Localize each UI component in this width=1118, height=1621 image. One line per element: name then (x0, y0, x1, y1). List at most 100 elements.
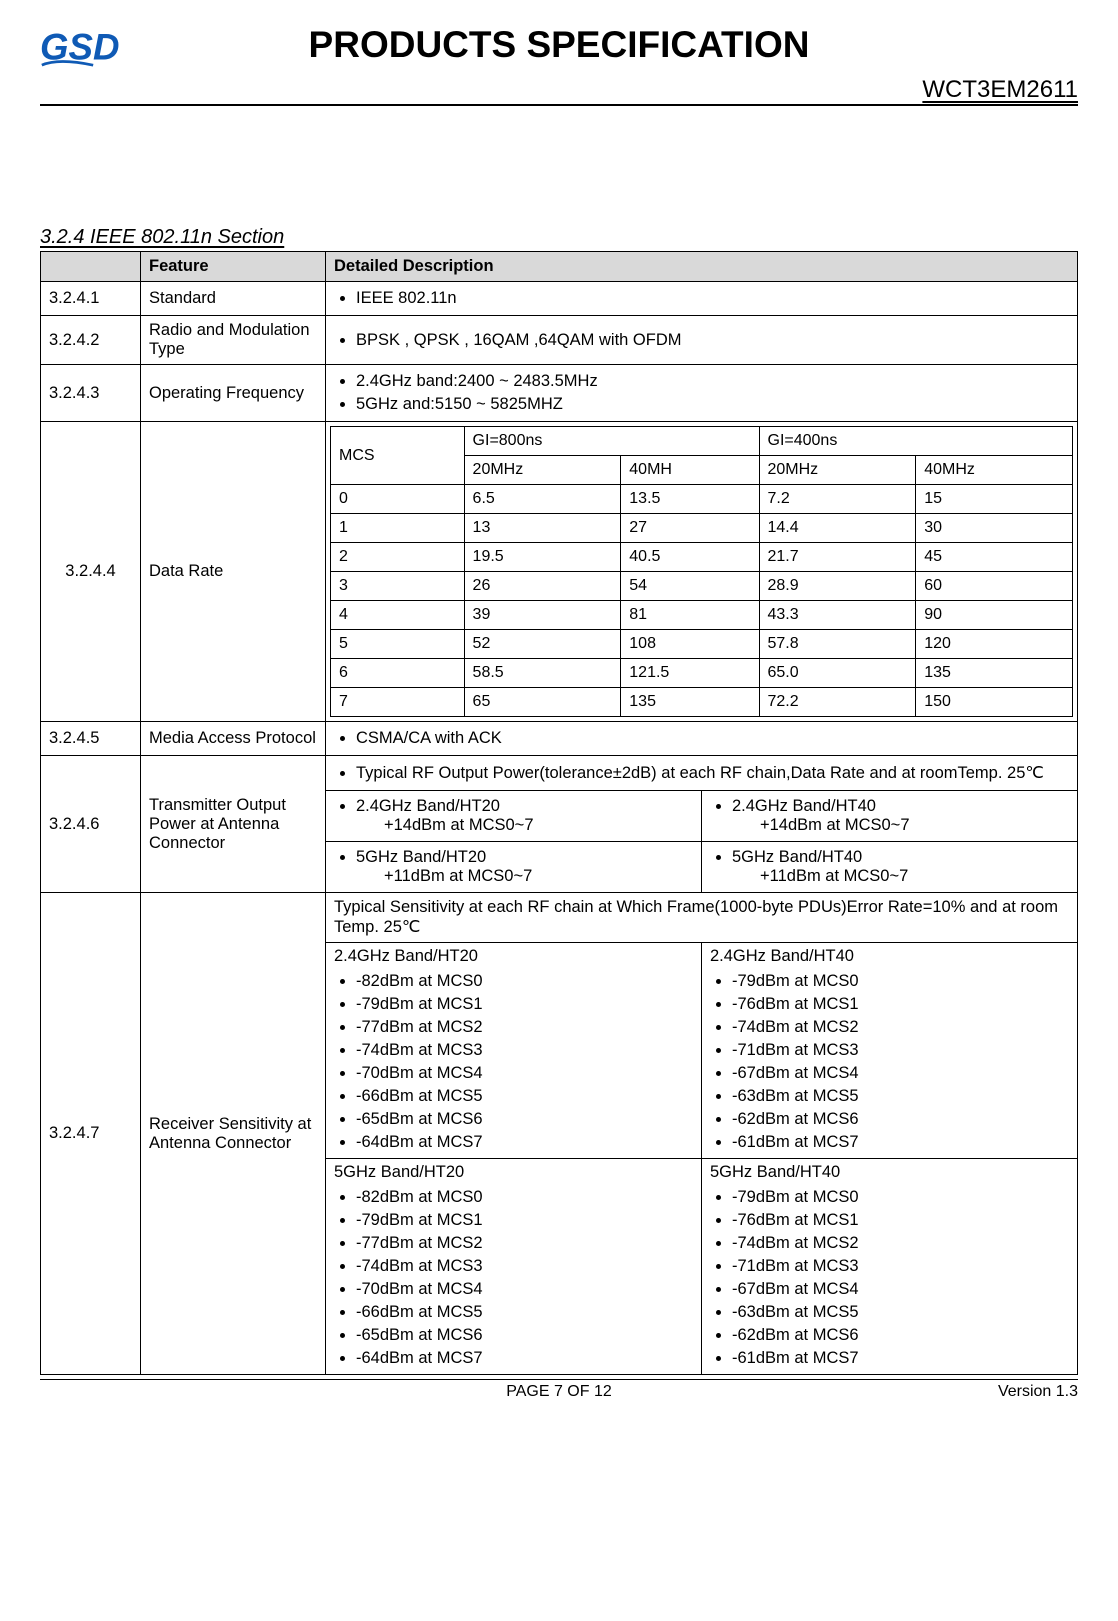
cell-desc: 5GHz Band/HT20 -82dBm at MCS0 -79dBm at M… (326, 1159, 1078, 1375)
cell-desc: 2.4GHz Band/HT20 -82dBm at MCS0-79dBm at… (326, 943, 1078, 1159)
col-number (41, 252, 141, 282)
sensitivity-item: -77dBm at MCS2 (356, 1016, 693, 1039)
page-number: PAGE 7 OF 12 (190, 1383, 928, 1401)
sensitivity-item: -77dBm at MCS2 (356, 1232, 693, 1255)
datarate-row: 1132714.430 (331, 514, 1073, 543)
sensitivity-item: -63dBm at MCS5 (732, 1301, 1069, 1324)
col-20mhz: 20MHz (464, 456, 621, 485)
mcs-header: MCS (331, 427, 465, 485)
model-number: WCT3EM2611 (40, 76, 1078, 104)
sensitivity-item: -74dBm at MCS3 (356, 1255, 693, 1278)
bullet: IEEE 802.11n (356, 287, 1069, 310)
datarate-cell: 43.3 (759, 601, 916, 630)
bullet: 2.4GHz Band/HT20 +14dBm at MCS0~7 (356, 795, 693, 837)
cell-desc: 5GHz Band/HT20 +11dBm at MCS0~7 5GHz Ban… (326, 842, 1078, 893)
header: GSD PRODUCTS SPECIFICATION (40, 20, 1078, 70)
datarate-cell: 120 (916, 630, 1073, 659)
datarate-cell: 121.5 (621, 659, 759, 688)
sensitivity-item: -61dBm at MCS7 (732, 1347, 1069, 1370)
sensitivity-item: -62dBm at MCS6 (732, 1324, 1069, 1347)
row-tx-top: 3.2.4.6 Transmitter Output Power at Ante… (41, 756, 1078, 791)
datarate-row: 06.513.57.215 (331, 485, 1073, 514)
sensitivity-item: -70dBm at MCS4 (356, 1278, 693, 1301)
rx-band: 5GHz Band/HT20 (334, 1163, 693, 1182)
cell-num: 3.2.4.6 (41, 756, 141, 893)
datarate-cell: 30 (916, 514, 1073, 543)
datarate-row: 55210857.8120 (331, 630, 1073, 659)
datarate-cell: 108 (621, 630, 759, 659)
sensitivity-item: -71dBm at MCS3 (732, 1255, 1069, 1278)
rx-band: 2.4GHz Band/HT40 (710, 947, 1069, 966)
datarate-cell: 13.5 (621, 485, 759, 514)
cell-num: 3.2.4.5 (41, 722, 141, 756)
sensitivity-item: -76dBm at MCS1 (732, 1209, 1069, 1232)
datarate-cell: 135 (621, 688, 759, 717)
datarate-cell: 3 (331, 572, 465, 601)
row-data-rate: 3.2.4.4 Data Rate MCS GI=800ns GI=400ns … (41, 422, 1078, 722)
bullet: Typical RF Output Power(tolerance±2dB) a… (356, 761, 1069, 785)
cell-feature: Radio and Modulation Type (141, 316, 326, 365)
col-20mhz: 20MHz (759, 456, 916, 485)
tx-value: +14dBm at MCS0~7 (356, 816, 534, 834)
datarate-row: 658.5121.565.0135 (331, 659, 1073, 688)
cell-feature: Operating Frequency (141, 365, 326, 422)
cell-desc: MCS GI=800ns GI=400ns 20MHz 40MH 20MHz 4… (326, 422, 1078, 722)
cell-num: 3.2.4.1 (41, 282, 141, 316)
sensitivity-item: -61dBm at MCS7 (732, 1131, 1069, 1154)
tx-band: 2.4GHz Band/HT40 (732, 797, 876, 815)
sensitivity-item: -76dBm at MCS1 (732, 993, 1069, 1016)
datarate-cell: 65.0 (759, 659, 916, 688)
datarate-cell: 7.2 (759, 485, 916, 514)
datarate-row: 4398143.390 (331, 601, 1073, 630)
datarate-row: 219.540.521.745 (331, 543, 1073, 572)
sensitivity-item: -64dBm at MCS7 (356, 1131, 693, 1154)
datarate-cell: 57.8 (759, 630, 916, 659)
sensitivity-item: -74dBm at MCS3 (356, 1039, 693, 1062)
datarate-cell: 58.5 (464, 659, 621, 688)
datarate-cell: 39 (464, 601, 621, 630)
tx-value: +14dBm at MCS0~7 (732, 816, 910, 834)
datarate-cell: 40.5 (621, 543, 759, 572)
row-rx-top: 3.2.4.7 Receiver Sensitivity at Antenna … (41, 893, 1078, 943)
gi800-header: GI=800ns (464, 427, 759, 456)
datarate-cell: 7 (331, 688, 465, 717)
sensitivity-item: -67dBm at MCS4 (732, 1062, 1069, 1085)
cell-num: 3.2.4.7 (41, 893, 141, 1375)
bullet: 2.4GHz Band/HT40 +14dBm at MCS0~7 (732, 795, 1069, 837)
cell-desc: 2.4GHz Band/HT20 +14dBm at MCS0~7 2.4GHz… (326, 791, 1078, 842)
datarate-cell: 54 (621, 572, 759, 601)
page-title: PRODUCTS SPECIFICATION (150, 24, 968, 66)
sensitivity-item: -79dBm at MCS0 (732, 1186, 1069, 1209)
sensitivity-item: -79dBm at MCS1 (356, 993, 693, 1016)
datarate-cell: 90 (916, 601, 1073, 630)
gi400-header: GI=400ns (759, 427, 1073, 456)
row-radio-modulation: 3.2.4.2 Radio and Modulation Type BPSK ,… (41, 316, 1078, 365)
datarate-cell: 1 (331, 514, 465, 543)
bullet: CSMA/CA with ACK (356, 727, 1069, 750)
sensitivity-item: -63dBm at MCS5 (732, 1085, 1069, 1108)
sensitivity-item: -67dBm at MCS4 (732, 1278, 1069, 1301)
rx-band: 2.4GHz Band/HT20 (334, 947, 693, 966)
cell-feature: Data Rate (141, 422, 326, 722)
cell-desc: Typical Sensitivity at each RF chain at … (326, 893, 1078, 943)
sensitivity-item: -74dBm at MCS2 (732, 1016, 1069, 1039)
cell-desc: Typical RF Output Power(tolerance±2dB) a… (326, 756, 1078, 791)
col-description: Detailed Description (326, 252, 1078, 282)
sensitivity-item: -82dBm at MCS0 (356, 1186, 693, 1209)
datarate-cell: 6 (331, 659, 465, 688)
row-media-access: 3.2.4.5 Media Access Protocol CSMA/CA wi… (41, 722, 1078, 756)
datarate-cell: 52 (464, 630, 621, 659)
datarate-cell: 135 (916, 659, 1073, 688)
footer: PAGE 7 OF 12 Version 1.3 (40, 1379, 1078, 1401)
sensitivity-item: -71dBm at MCS3 (732, 1039, 1069, 1062)
logo: GSD (40, 20, 150, 70)
cell-feature: Standard (141, 282, 326, 316)
cell-feature: Transmitter Output Power at Antenna Conn… (141, 756, 326, 893)
datarate-row: 3265428.960 (331, 572, 1073, 601)
tx-value: +11dBm at MCS0~7 (732, 867, 908, 885)
sensitivity-item: -64dBm at MCS7 (356, 1347, 693, 1370)
cell-desc: CSMA/CA with ACK (326, 722, 1078, 756)
sensitivity-item: -74dBm at MCS2 (732, 1232, 1069, 1255)
sensitivity-item: -70dBm at MCS4 (356, 1062, 693, 1085)
cell-desc: 2.4GHz band:2400 ~ 2483.5MHz 5GHz and:51… (326, 365, 1078, 422)
